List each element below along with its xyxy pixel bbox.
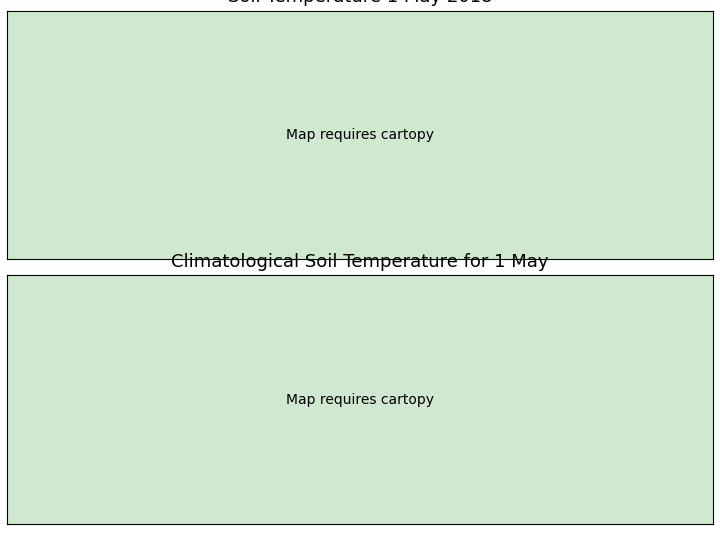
Text: Map requires cartopy: Map requires cartopy xyxy=(286,393,434,407)
Title: Soil Temperature 1 May 2018: Soil Temperature 1 May 2018 xyxy=(228,0,492,6)
Title: Climatological Soil Temperature for 1 May: Climatological Soil Temperature for 1 Ma… xyxy=(171,253,549,271)
Text: Map requires cartopy: Map requires cartopy xyxy=(286,128,434,142)
